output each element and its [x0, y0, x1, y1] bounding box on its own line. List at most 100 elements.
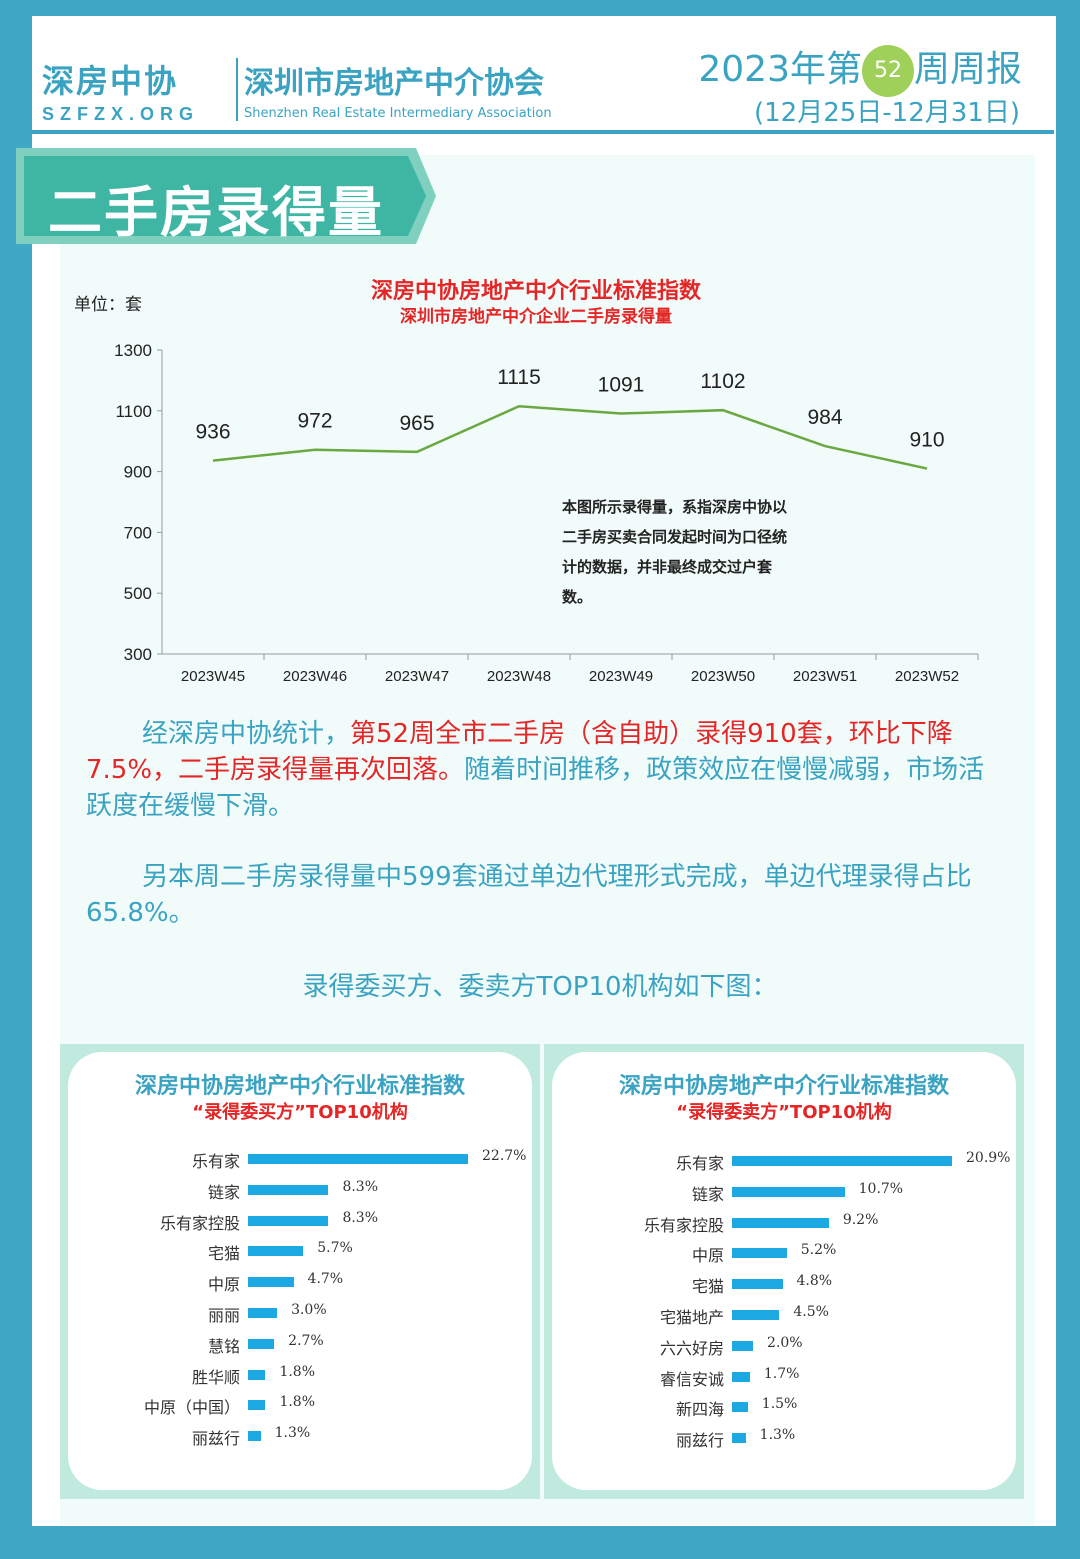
- bar-category: 丽兹行: [191, 1429, 240, 1449]
- bar-row: 中原 4.7%: [60, 1271, 540, 1295]
- bar-row: 中原（中国） 1.8%: [60, 1394, 540, 1418]
- bar: [732, 1371, 750, 1382]
- bar-category: 中原: [691, 1246, 724, 1266]
- line-chart-title: 深房中协房地产中介行业标准指数: [371, 278, 702, 303]
- line-chart: 深房中协房地产中介行业标准指数 深圳市房地产中介企业二手房录得量 单位：套 30…: [74, 278, 979, 685]
- week-prefix: 2023年第: [698, 49, 862, 90]
- bar-value: 1.5%: [761, 1396, 798, 1413]
- bar-value: 1.8%: [279, 1394, 316, 1411]
- y-tick-label: 900: [124, 463, 152, 482]
- x-tick-label: 2023W45: [181, 668, 245, 685]
- bar: [248, 1246, 304, 1257]
- bar-row: 丽兹行 1.3%: [544, 1427, 1024, 1451]
- buyer-top10-chart: 深房中协房地产中介行业标准指数 “录得委买方”TOP10机构 乐有家 22.7% 链…: [60, 1044, 540, 1504]
- bar-row: 新四海 1.5%: [544, 1396, 1024, 1420]
- x-tick-label: 2023W49: [589, 668, 653, 685]
- seller-chart-inner: [552, 1052, 1016, 1490]
- bar-value: 1.8%: [279, 1363, 316, 1380]
- week-suffix: 周周报: [913, 49, 1022, 90]
- data-label: 1115: [497, 366, 541, 389]
- data-label: 936: [195, 421, 230, 444]
- bar-category: 中原（中国）: [143, 1398, 240, 1418]
- x-tick-label: 2023W48: [487, 668, 551, 685]
- bar-category: 宅猫地产: [659, 1308, 724, 1327]
- bar: [248, 1338, 275, 1349]
- bar-row: 乐有家 20.9%: [544, 1150, 1024, 1174]
- p1-c: 随着时间推移，政策效应在慢慢减弱，市场活跃度在缓慢下滑。: [86, 755, 985, 821]
- bar-row: 丽兹行 1.3%: [60, 1425, 540, 1449]
- banner-shape: [16, 148, 436, 244]
- bar: [248, 1400, 266, 1411]
- bar-category: 乐有家: [191, 1152, 240, 1171]
- bar-category: 宅猫: [207, 1244, 240, 1264]
- bar-value: 4.5%: [793, 1304, 829, 1320]
- assoc-en: Shenzhen Real Estate Intermediary Associ…: [244, 106, 552, 121]
- bar: [732, 1340, 754, 1351]
- bar-category: 丽丽: [207, 1306, 240, 1325]
- bar-row: 宅猫 5.7%: [60, 1240, 540, 1264]
- bar: [248, 1277, 294, 1288]
- data-label: 1102: [700, 370, 745, 393]
- bar-category: 中原: [207, 1275, 240, 1295]
- bar-category: 丽兹行: [675, 1431, 724, 1451]
- bar-category: 胜华顺: [191, 1367, 240, 1387]
- bar-category: 乐有家控股: [643, 1215, 724, 1235]
- data-label: 1091: [598, 374, 645, 397]
- logo-en: SZFZX.ORG: [42, 104, 199, 124]
- bar-value: 4.7%: [307, 1271, 344, 1288]
- week-title: 2023年第 52 周周报: [698, 40, 1022, 97]
- line-chart-subtitle: 深圳市房地产中介企业二手房录得量: [400, 306, 672, 326]
- seller-chart-title: 深房中协房地产中介行业标准指数: [618, 1074, 949, 1099]
- bar-value: 1.7%: [763, 1365, 800, 1382]
- top10-intro: 录得委买方、委卖方TOP10机构如下图：: [302, 972, 778, 1002]
- buyer-chart-inner: [68, 1052, 532, 1490]
- assoc-cn: 深圳市房地产中介协会: [244, 66, 544, 101]
- x-tick-label: 2023W51: [793, 668, 857, 685]
- bar-row: 乐有家控股 8.3%: [60, 1210, 540, 1234]
- bar-value: 1.3%: [759, 1427, 796, 1444]
- y-tick-label: 500: [124, 584, 152, 603]
- bar: [732, 1217, 829, 1228]
- x-tick-label: 2023W47: [385, 668, 449, 685]
- association: 深圳市房地产中介协会 Shenzhen Real Estate Intermed…: [236, 58, 552, 121]
- seller-top10-chart: 深房中协房地产中介行业标准指数 “录得委卖方”TOP10机构 乐有家 20.9% 链…: [544, 1044, 1024, 1504]
- line-chart-unit: 单位：套: [74, 295, 142, 314]
- data-label: 984: [807, 406, 842, 429]
- bar: [732, 1186, 845, 1197]
- bar-row: 慧铭 2.7%: [60, 1333, 540, 1357]
- bar-value: 8.3%: [342, 1209, 379, 1226]
- x-tick-label: 2023W50: [691, 668, 755, 685]
- logo-cn: 深房中协: [42, 63, 179, 99]
- bar-value: 5.7%: [317, 1240, 353, 1257]
- data-label: 910: [909, 429, 944, 452]
- y-tick-label: 1300: [114, 341, 152, 360]
- paragraph-2: 另本周二手房录得量中599套通过单边代理形式完成，单边代理录得占比65.8%。: [86, 862, 972, 928]
- week-badge: 52: [861, 45, 914, 97]
- bar-value: 9.2%: [842, 1211, 879, 1228]
- bar-row: 丽丽 3.0%: [60, 1302, 540, 1326]
- bar-category: 睿信安诚: [659, 1369, 724, 1389]
- date-range: (12月25日-12月31日): [753, 98, 1020, 128]
- x-tick-label: 2023W52: [895, 668, 959, 685]
- bar-category: 链家: [207, 1182, 240, 1202]
- bar-row: 中原 5.2%: [544, 1242, 1024, 1266]
- bar: [248, 1184, 329, 1195]
- bar-category: 链家: [691, 1184, 724, 1204]
- buyer-chart-title: 深房中协房地产中介行业标准指数: [134, 1074, 465, 1099]
- line-series: 936 972 965 1115 1091 1102 984 910: [195, 366, 945, 470]
- bar-value: 3.0%: [291, 1302, 327, 1318]
- bar-value: 10.7%: [858, 1180, 904, 1197]
- bar: [248, 1154, 468, 1164]
- bar-value: 5.2%: [800, 1242, 837, 1259]
- bar: [248, 1369, 266, 1380]
- bar-row: 链家 10.7%: [544, 1181, 1024, 1205]
- bar-value: 2.7%: [288, 1332, 324, 1349]
- bar-category: 新四海: [675, 1400, 724, 1420]
- bar: [248, 1215, 329, 1226]
- bar-row: 六六好房 2.0%: [544, 1335, 1024, 1359]
- bar: [732, 1156, 952, 1166]
- line-chart-note: 本图所示录得量，系指深房中协以二手房买卖合同发起时间为口径统计的数据，并非最终成…: [562, 498, 788, 606]
- bar: [732, 1248, 787, 1259]
- bar: [732, 1433, 746, 1444]
- bar-value: 22.7%: [482, 1148, 527, 1164]
